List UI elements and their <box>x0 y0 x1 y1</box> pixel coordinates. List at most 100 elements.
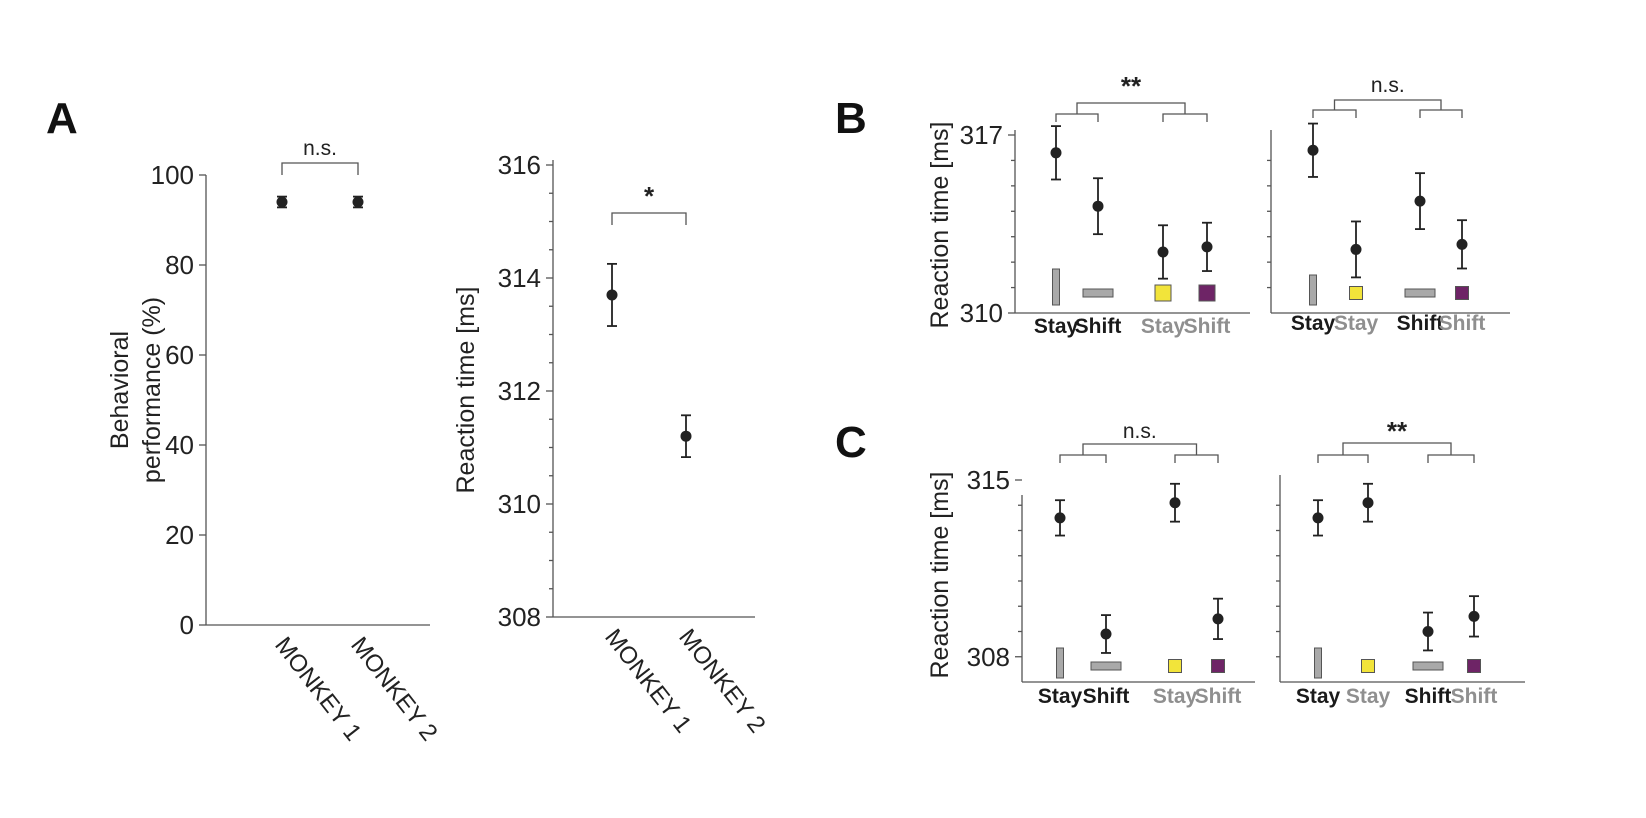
y-axis-label-line: performance (%) <box>138 297 166 483</box>
significance-bracket-inner <box>1174 454 1219 463</box>
significance-label: ** <box>1387 416 1408 446</box>
significance-label: * <box>644 181 655 211</box>
grey-horizontal-bar-icon <box>1090 661 1122 671</box>
x-category-label: Stay <box>1346 685 1391 708</box>
y-tick-label: 20 <box>165 520 194 550</box>
grey-vertical-bar-icon <box>1314 647 1322 679</box>
data-point <box>1092 200 1104 212</box>
significance-bracket-outer <box>1082 443 1198 455</box>
yellow-square-icon <box>1349 286 1363 300</box>
significance-bracket-inner <box>1419 109 1463 118</box>
significance-label: n.s. <box>1123 420 1157 443</box>
significance-bracket-inner <box>1312 109 1357 118</box>
x-category-label: Shift <box>1195 685 1242 708</box>
data-point <box>606 289 618 301</box>
y-tick-label: 308 <box>498 602 541 632</box>
data-point <box>1414 195 1426 207</box>
data-point <box>1054 512 1066 524</box>
y-tick-label: 310 <box>960 298 1003 328</box>
x-category-label: Shift <box>1083 685 1130 708</box>
significance-bracket <box>611 212 687 225</box>
y-tick-label: 315 <box>967 465 1010 495</box>
yellow-square-icon <box>1154 284 1172 302</box>
significance-bracket-inner <box>1162 113 1208 122</box>
y-tick-label: 60 <box>165 340 194 370</box>
y-tick-label: 314 <box>498 263 541 293</box>
purple-square-icon <box>1455 286 1469 300</box>
grey-horizontal-bar-icon <box>1404 288 1436 298</box>
data-point <box>1307 144 1319 156</box>
significance-bracket-inner <box>1317 454 1369 463</box>
panel-letter-b: B <box>835 94 867 143</box>
data-point <box>1050 147 1062 159</box>
x-category-label: Stay <box>1296 685 1341 708</box>
data-point <box>1169 497 1181 509</box>
y-tick-label: 308 <box>967 642 1010 672</box>
data-point <box>1212 613 1224 625</box>
data-point <box>352 196 364 208</box>
data-point <box>1468 610 1480 622</box>
significance-bracket-inner <box>1427 454 1475 463</box>
grey-horizontal-bar-icon <box>1082 288 1114 298</box>
y-tick-label: 40 <box>165 430 194 460</box>
data-point <box>1312 512 1324 524</box>
y-tick-label: 317 <box>960 120 1003 150</box>
grey-horizontal-bar-icon <box>1412 661 1444 671</box>
panel-letter-a: A <box>46 94 78 143</box>
data-point <box>1350 243 1362 255</box>
y-axis-label: Reaction time [ms] <box>452 286 480 493</box>
y-tick-label: 312 <box>498 376 541 406</box>
x-category-label: Stay <box>1334 312 1379 335</box>
y-tick-label: 80 <box>165 250 194 280</box>
purple-square-icon <box>1467 659 1481 673</box>
significance-bracket <box>281 162 359 175</box>
significance-bracket-inner <box>1055 113 1099 122</box>
data-point <box>1157 246 1169 258</box>
significance-label: ** <box>1121 71 1142 101</box>
grey-vertical-bar-icon <box>1056 647 1064 679</box>
yellow-square-icon <box>1361 659 1375 673</box>
purple-square-icon <box>1198 284 1216 302</box>
y-axis-label: Reaction time [ms] <box>926 471 954 678</box>
x-category-label: Shift <box>1405 685 1452 708</box>
x-category-label: Stay <box>1153 685 1198 708</box>
significance-label: n.s. <box>1371 74 1405 97</box>
chart-c-right: Stay Stay Shift Shift ** <box>1276 416 1525 708</box>
x-category-label: Shift <box>1397 312 1444 335</box>
y-axis-label: Reaction time [ms] <box>926 121 954 328</box>
significance-bracket-outer <box>1333 99 1442 110</box>
x-category-label: Shift <box>1451 685 1498 708</box>
x-category-label: Shift <box>1184 315 1231 338</box>
x-category-label: Stay <box>1291 312 1336 335</box>
data-point <box>1201 241 1213 253</box>
data-point <box>1362 497 1374 509</box>
data-point <box>276 196 288 208</box>
panel-letter-c: C <box>835 418 867 467</box>
significance-bracket-inner <box>1059 454 1107 463</box>
purple-square-icon <box>1211 659 1225 673</box>
grey-vertical-bar-icon <box>1309 274 1317 306</box>
y-axis-label-line: Behavioral <box>106 331 134 449</box>
x-category-label: Shift <box>1075 315 1122 338</box>
y-tick-label: 310 <box>498 489 541 519</box>
data-point <box>680 430 692 442</box>
x-category-label: Stay <box>1034 315 1079 338</box>
significance-label: n.s. <box>303 137 337 160</box>
yellow-square-icon <box>1168 659 1182 673</box>
significance-bracket-outer <box>1342 442 1452 455</box>
y-tick-label: 100 <box>151 160 194 190</box>
y-tick-label: 0 <box>180 610 194 640</box>
data-point <box>1100 628 1112 640</box>
y-tick-label: 316 <box>498 150 541 180</box>
x-category-label: Shift <box>1439 312 1486 335</box>
data-point <box>1456 238 1468 250</box>
x-category-label: Stay <box>1038 685 1083 708</box>
x-category-label: Stay <box>1141 315 1186 338</box>
significance-bracket-outer <box>1076 102 1186 114</box>
